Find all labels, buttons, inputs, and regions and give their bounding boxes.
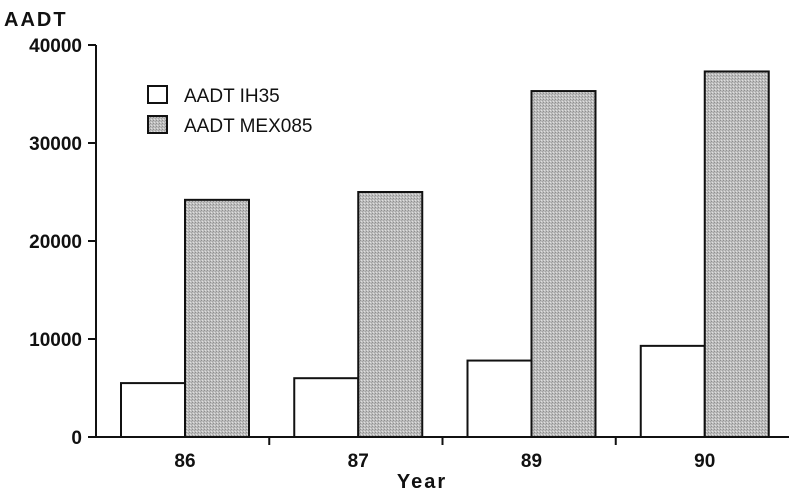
y-axis-title: AADT [4,9,68,31]
y-tick-label: 0 [71,428,82,449]
x-axis: 86 87 89 90 [174,437,715,472]
x-tick-label: 86 [174,451,195,472]
bar-ih35-90 [639,344,706,438]
y-tick-label: 10000 [29,330,82,351]
y-tick-label: 20000 [29,232,82,253]
legend-label-mex085: AADT MEX085 [184,116,312,137]
bar-mex085-86 [184,198,250,438]
bar-ih35-87 [293,377,360,439]
bar-mex085-89 [530,90,597,438]
y-tick-label: 30000 [29,134,82,155]
x-axis-title: Year [397,471,447,493]
legend: AADT IH35 AADT MEX085 [147,85,312,137]
bars-group [120,70,770,439]
bar-ih35-89 [466,359,533,438]
bar-mex085-90 [703,70,770,439]
bar-mex085-87 [357,191,424,438]
x-tick-label: 90 [694,451,715,472]
x-tick-label: 87 [348,451,369,472]
y-tick-label: 40000 [29,36,82,57]
legend-swatch-ih35 [147,85,168,104]
y-axis: 0 10000 20000 30000 40000 [29,36,96,449]
legend-label-ih35: AADT IH35 [184,86,280,107]
bar-ih35-86 [120,382,186,439]
legend-swatch-mex085 [147,115,168,134]
x-tick-label: 89 [521,451,542,472]
